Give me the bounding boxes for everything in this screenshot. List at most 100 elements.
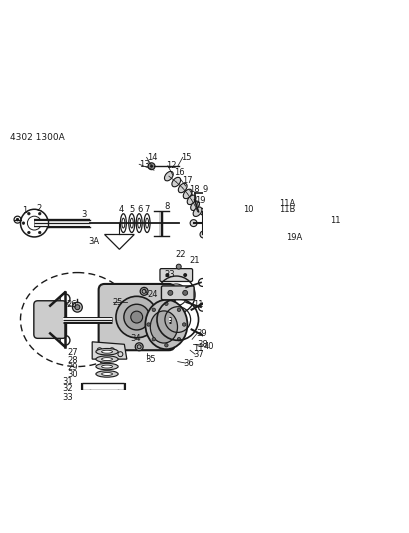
Text: 17: 17: [181, 175, 192, 184]
Text: 12: 12: [166, 161, 176, 170]
Text: 7: 7: [144, 205, 150, 214]
Circle shape: [164, 302, 168, 305]
Circle shape: [177, 308, 180, 312]
Circle shape: [177, 337, 180, 341]
Circle shape: [130, 311, 142, 323]
Circle shape: [116, 296, 157, 338]
Ellipse shape: [101, 350, 112, 353]
Circle shape: [152, 308, 155, 312]
Circle shape: [165, 273, 169, 277]
Text: 21: 21: [189, 256, 200, 265]
Text: 32: 32: [62, 384, 73, 393]
Ellipse shape: [150, 311, 177, 343]
Text: 2: 2: [36, 204, 41, 213]
Text: 33: 33: [62, 393, 73, 402]
Circle shape: [75, 305, 80, 310]
Circle shape: [150, 165, 153, 168]
Text: 1: 1: [22, 206, 28, 215]
Text: 11: 11: [329, 216, 339, 225]
Text: 4: 4: [118, 205, 124, 214]
Text: 35: 35: [145, 354, 155, 364]
Ellipse shape: [96, 356, 118, 362]
Circle shape: [72, 302, 82, 312]
Text: 9: 9: [202, 185, 207, 195]
Circle shape: [182, 290, 187, 295]
Ellipse shape: [178, 183, 187, 193]
Text: 34: 34: [130, 334, 141, 343]
Text: 26: 26: [66, 300, 76, 309]
Circle shape: [38, 213, 41, 215]
Text: 29: 29: [67, 363, 78, 372]
Text: 25: 25: [112, 298, 122, 307]
Ellipse shape: [187, 195, 196, 205]
Text: 3A: 3A: [88, 237, 100, 246]
Text: 11: 11: [192, 344, 202, 353]
Ellipse shape: [171, 177, 180, 187]
Ellipse shape: [183, 189, 191, 199]
Circle shape: [124, 304, 149, 330]
Circle shape: [106, 401, 112, 407]
FancyBboxPatch shape: [99, 284, 174, 350]
Text: 13: 13: [139, 160, 149, 169]
Text: 19A: 19A: [286, 233, 302, 243]
Text: 4302 1300A: 4302 1300A: [9, 133, 64, 142]
Circle shape: [44, 222, 46, 224]
Ellipse shape: [145, 300, 187, 349]
Circle shape: [167, 290, 173, 295]
FancyBboxPatch shape: [160, 269, 192, 281]
Ellipse shape: [101, 358, 112, 361]
Circle shape: [106, 408, 112, 414]
Circle shape: [22, 222, 25, 224]
Text: 3: 3: [81, 210, 86, 219]
Circle shape: [200, 208, 207, 215]
Circle shape: [164, 344, 168, 347]
Text: 11B: 11B: [278, 205, 294, 214]
Ellipse shape: [96, 349, 118, 355]
Text: 38: 38: [197, 340, 207, 349]
Ellipse shape: [96, 364, 118, 370]
Circle shape: [152, 337, 155, 341]
Circle shape: [190, 220, 197, 227]
Text: 18: 18: [188, 185, 199, 195]
Text: 19: 19: [195, 196, 205, 205]
Text: 30: 30: [67, 370, 78, 379]
FancyBboxPatch shape: [161, 286, 193, 300]
Circle shape: [200, 231, 207, 238]
Circle shape: [27, 213, 30, 215]
Text: 23: 23: [164, 270, 174, 279]
FancyBboxPatch shape: [34, 301, 66, 338]
Text: 27: 27: [67, 348, 78, 357]
Circle shape: [146, 323, 150, 326]
Text: 22: 22: [175, 250, 185, 259]
Circle shape: [27, 231, 30, 234]
Circle shape: [148, 163, 155, 169]
Text: 16: 16: [173, 168, 184, 176]
Text: 11: 11: [192, 300, 202, 309]
Circle shape: [209, 220, 216, 227]
Circle shape: [16, 218, 19, 221]
Text: 36: 36: [183, 359, 194, 368]
Ellipse shape: [96, 371, 118, 377]
Text: 40: 40: [203, 342, 213, 351]
Circle shape: [176, 264, 181, 269]
Text: 28: 28: [67, 356, 78, 365]
Text: 10: 10: [243, 205, 253, 214]
Circle shape: [38, 231, 41, 234]
Circle shape: [182, 323, 185, 326]
Text: 11A: 11A: [278, 199, 294, 208]
Text: 14: 14: [146, 153, 157, 162]
Ellipse shape: [190, 201, 199, 211]
Text: 6: 6: [137, 205, 142, 214]
Ellipse shape: [193, 207, 202, 216]
Circle shape: [135, 343, 143, 351]
Ellipse shape: [164, 172, 173, 181]
Text: 24: 24: [147, 290, 157, 300]
Polygon shape: [92, 342, 126, 359]
Text: 31: 31: [62, 377, 73, 386]
Text: 37: 37: [193, 350, 204, 359]
Text: 5: 5: [130, 205, 135, 214]
Circle shape: [183, 273, 187, 277]
Ellipse shape: [101, 365, 112, 368]
Text: 39: 39: [196, 329, 207, 338]
Text: 8: 8: [164, 203, 169, 211]
